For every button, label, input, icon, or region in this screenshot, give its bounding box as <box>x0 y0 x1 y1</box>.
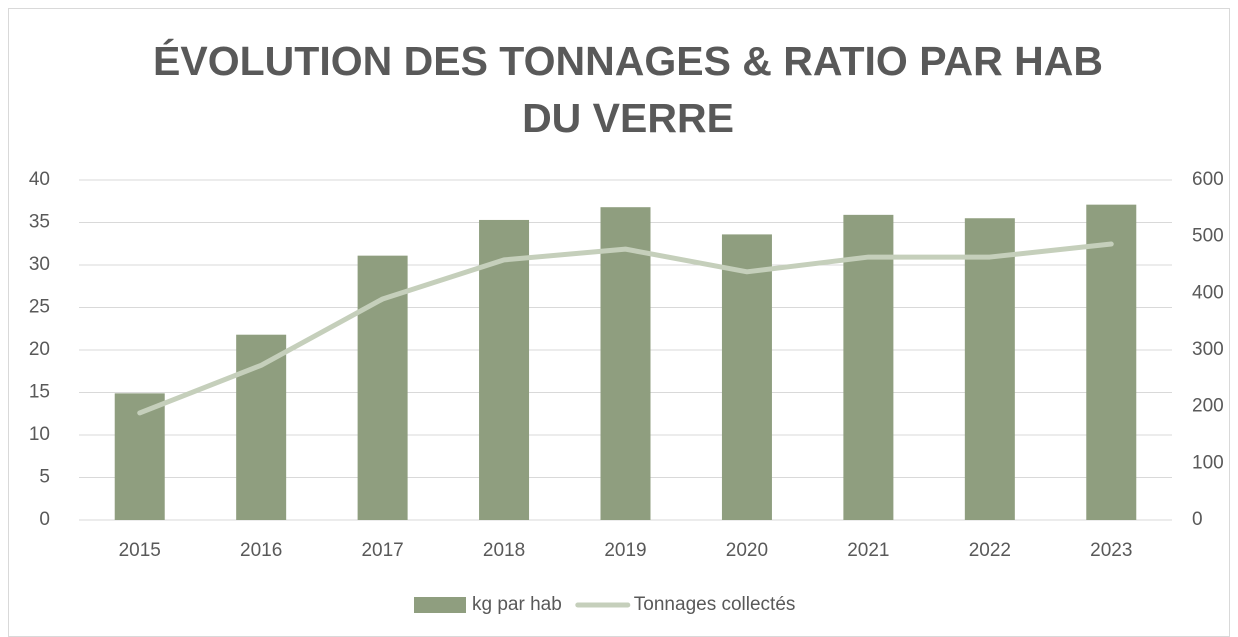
y2-tick-label: 600 <box>1192 169 1224 190</box>
legend-label: kg par hab <box>472 594 562 615</box>
y2-tick-label: 300 <box>1192 339 1224 360</box>
chart-title: DU VERRE <box>522 95 734 141</box>
x-tick-label: 2020 <box>726 540 768 561</box>
y2-tick-label: 200 <box>1192 396 1224 417</box>
legend-swatch <box>414 597 466 613</box>
line <box>137 241 1114 416</box>
y-tick-label: 30 <box>29 254 50 275</box>
x-tick-label: 2017 <box>361 540 403 561</box>
x-tick-label: 2016 <box>240 540 282 561</box>
x-tick-label: 2018 <box>483 540 525 561</box>
y-tick-label: 15 <box>29 382 50 403</box>
y-tick-label: 35 <box>29 212 50 233</box>
y-tick-label: 5 <box>39 467 50 488</box>
x-tick-label: 2019 <box>604 540 646 561</box>
bar <box>1086 204 1137 520</box>
y-tick-label: 0 <box>39 509 50 530</box>
x-tick-label: 2021 <box>847 540 889 561</box>
y-tick-label: 25 <box>29 297 50 318</box>
x-tick-label: 2015 <box>119 540 161 561</box>
y2-tick-label: 400 <box>1192 282 1224 303</box>
y2-tick-label: 0 <box>1192 509 1203 530</box>
bar <box>600 207 651 520</box>
chart-title: ÉVOLUTION DES TONNAGES & RATIO PAR HAB <box>153 38 1103 84</box>
y-tick-label: 40 <box>29 169 50 190</box>
bar <box>843 214 894 520</box>
y-tick-label: 10 <box>29 424 50 445</box>
legend-label: Tonnages collectés <box>634 594 796 615</box>
bar <box>479 219 530 520</box>
bar <box>964 218 1015 520</box>
y2-tick-label: 100 <box>1192 452 1224 473</box>
y-tick-label: 20 <box>29 339 50 360</box>
x-tick-label: 2022 <box>969 540 1011 561</box>
y2-tick-label: 500 <box>1192 226 1224 247</box>
x-tick-label: 2023 <box>1090 540 1132 561</box>
bar <box>721 234 772 520</box>
